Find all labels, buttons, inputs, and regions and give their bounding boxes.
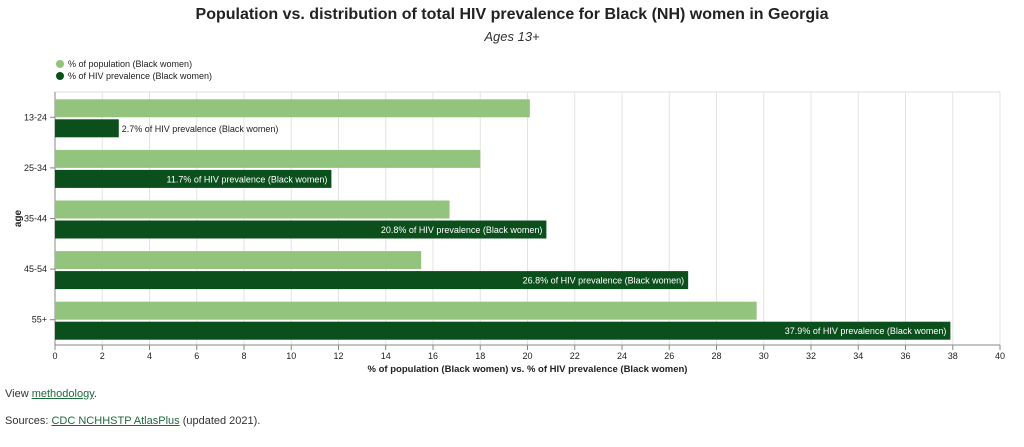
x-tick-label: 16 (428, 351, 438, 361)
sources-link[interactable]: CDC NCHHSTP AtlasPlus (51, 415, 180, 427)
x-tick-label: 20 (522, 351, 532, 361)
x-tick-label: 12 (333, 351, 343, 361)
data-label-hiv: 37.9% of HIV prevalence (Black women) (785, 326, 947, 336)
x-tick-label: 32 (806, 351, 816, 361)
y-tick-label: 35-44 (24, 214, 47, 224)
bar-population (55, 200, 450, 219)
data-label-hiv: 11.7% of HIV prevalence (Black women) (167, 174, 328, 184)
bar-hiv-prevalence (55, 169, 332, 188)
data-label-hiv: 20.8% of HIV prevalence (Black women) (381, 225, 543, 235)
legend-label-hiv: % of HIV prevalence (Black women) (68, 71, 213, 81)
x-tick-label: 18 (475, 351, 485, 361)
bar-population (55, 149, 481, 168)
bar-population (55, 99, 530, 118)
y-tick-label: 13-24 (24, 112, 47, 122)
legend-swatch-hiv (56, 72, 64, 80)
data-label-hiv: 2.7% of HIV prevalence (Black women) (122, 124, 279, 134)
sources-suffix: (updated 2021). (179, 415, 261, 427)
view-prefix: View (5, 388, 32, 400)
chart-title: Population vs. distribution of total HIV… (195, 6, 829, 23)
legend-item-population[interactable]: % of population (Black women) (56, 58, 212, 70)
data-label-hiv: 26.8% of HIV prevalence (Black women) (523, 276, 685, 286)
view-suffix: . (93, 388, 97, 400)
x-tick-label: 22 (570, 351, 580, 361)
x-tick-label: 38 (948, 351, 958, 361)
x-tick-label: 8 (241, 351, 246, 361)
y-tick-label: 45-54 (24, 264, 47, 274)
x-tick-label: 14 (381, 351, 391, 361)
bar-chart: 0 2 4 6 8 10 12 14 16 18 20 22 24 26 28 30 32 34 36 38 40% o… (13, 91, 1005, 375)
x-tick-label: 2 (100, 351, 105, 361)
y-tick-label: 25-34 (24, 163, 47, 173)
x-tick-label: 24 (617, 351, 627, 361)
bar-hiv-prevalence (55, 321, 951, 340)
bar-population (55, 251, 422, 270)
sources-prefix: Sources: (5, 415, 52, 427)
x-tick-label: 4 (147, 351, 152, 361)
legend-swatch-population (56, 60, 64, 68)
bar-hiv-prevalence (55, 119, 119, 138)
sources-note: Sources: CDC NCHHSTP AtlasPlus (updated … (5, 415, 260, 427)
bar-population (55, 301, 757, 320)
methodology-note: View methodology. (5, 388, 97, 400)
legend: % of population (Black women) % of HIV p… (56, 58, 212, 82)
x-tick-label: 10 (286, 351, 296, 361)
methodology-link[interactable]: methodology (31, 388, 94, 400)
bar-hiv-prevalence (55, 271, 689, 290)
x-tick-label: 30 (759, 351, 769, 361)
x-tick-label: 36 (900, 351, 910, 361)
x-axis-label: % of population (Black women) vs. % of H… (368, 364, 688, 375)
y-axis-label: age (13, 209, 24, 227)
x-tick-label: 34 (853, 351, 863, 361)
x-tick-label: 0 (52, 351, 57, 361)
x-tick-label: 26 (664, 351, 674, 361)
legend-item-hiv[interactable]: % of HIV prevalence (Black women) (56, 70, 212, 82)
y-tick-label: 55+ (32, 315, 47, 325)
bar-hiv-prevalence (55, 220, 547, 239)
chart-subtitle: Ages 13+ (484, 29, 540, 44)
x-tick-label: 40 (995, 351, 1005, 361)
x-tick-label: 6 (194, 351, 199, 361)
x-tick-label: 28 (711, 351, 721, 361)
legend-label-population: % of population (Black women) (68, 59, 193, 69)
